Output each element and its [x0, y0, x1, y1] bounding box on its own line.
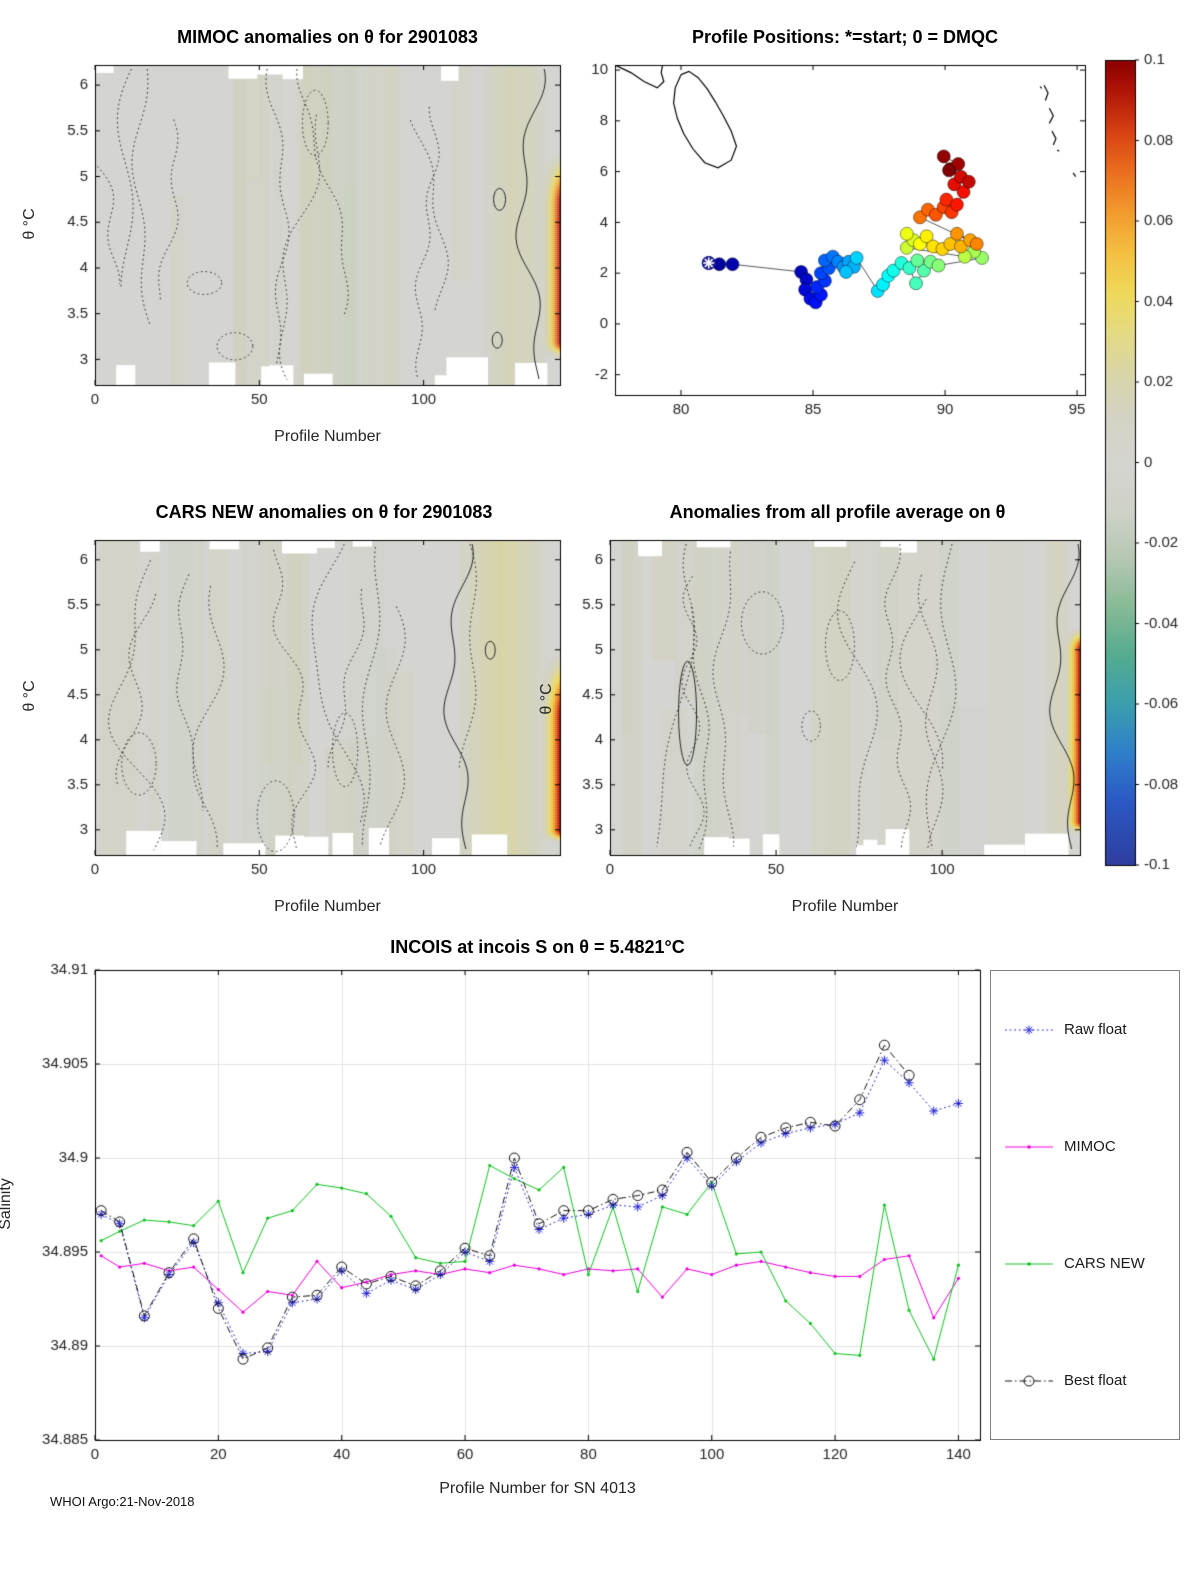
legend-box: Raw float MIMOC CARS NEW Best float — [990, 970, 1180, 1440]
mimoc-anomaly-plot — [30, 55, 590, 455]
legend-line-sample — [1003, 1019, 1055, 1040]
legend-line-sample — [1003, 1253, 1055, 1274]
footer-text: WHOI Argo:21-Nov-2018 — [50, 1494, 195, 1509]
legend-item-label: Raw float — [1064, 1021, 1127, 1038]
incois-xaxis-label: Profile Number for SN 4013 — [439, 1480, 636, 1497]
legend-item-label: MIMOC — [1064, 1138, 1116, 1155]
incois-yaxis-label: Salinity — [0, 1178, 14, 1230]
legend-item-label: CARS NEW — [1064, 1255, 1145, 1272]
legend-item: MIMOC — [1003, 1136, 1179, 1157]
average-anomaly-plot — [555, 530, 1095, 930]
anomaly-colorbar — [1095, 50, 1200, 890]
mimoc-xaxis-label: Profile Number — [274, 428, 381, 445]
map-panel-title: Profile Positions: *=start; 0 = DMQC — [691, 27, 999, 47]
legend-line-sample — [1003, 1136, 1055, 1157]
cars-yaxis-label: θ °C — [21, 680, 38, 712]
profile-positions-map — [585, 55, 1125, 455]
legend-item: Best float — [1003, 1370, 1179, 1391]
legend-item-label: Best float — [1064, 1372, 1127, 1389]
avg-xaxis-label: Profile Number — [791, 898, 899, 915]
cars-anomaly-plot — [30, 530, 590, 930]
avg-yaxis-label: θ °C — [538, 683, 555, 715]
mimoc-yaxis-label: θ °C — [21, 208, 38, 240]
legend-item: Raw float — [1003, 1019, 1179, 1040]
legend-item: CARS NEW — [1003, 1253, 1179, 1274]
cars-xaxis-label: Profile Number — [274, 898, 381, 915]
mimoc-panel-title: MIMOC anomalies on θ for 2901083 — [177, 27, 478, 47]
avg-panel-title: Anomalies from all profile average on θ — [669, 502, 1006, 522]
legend-line-sample — [1003, 1370, 1055, 1391]
cars-panel-title: CARS NEW anomalies on θ for 2901083 — [155, 502, 493, 522]
incois-salinity-plot — [30, 945, 1020, 1485]
